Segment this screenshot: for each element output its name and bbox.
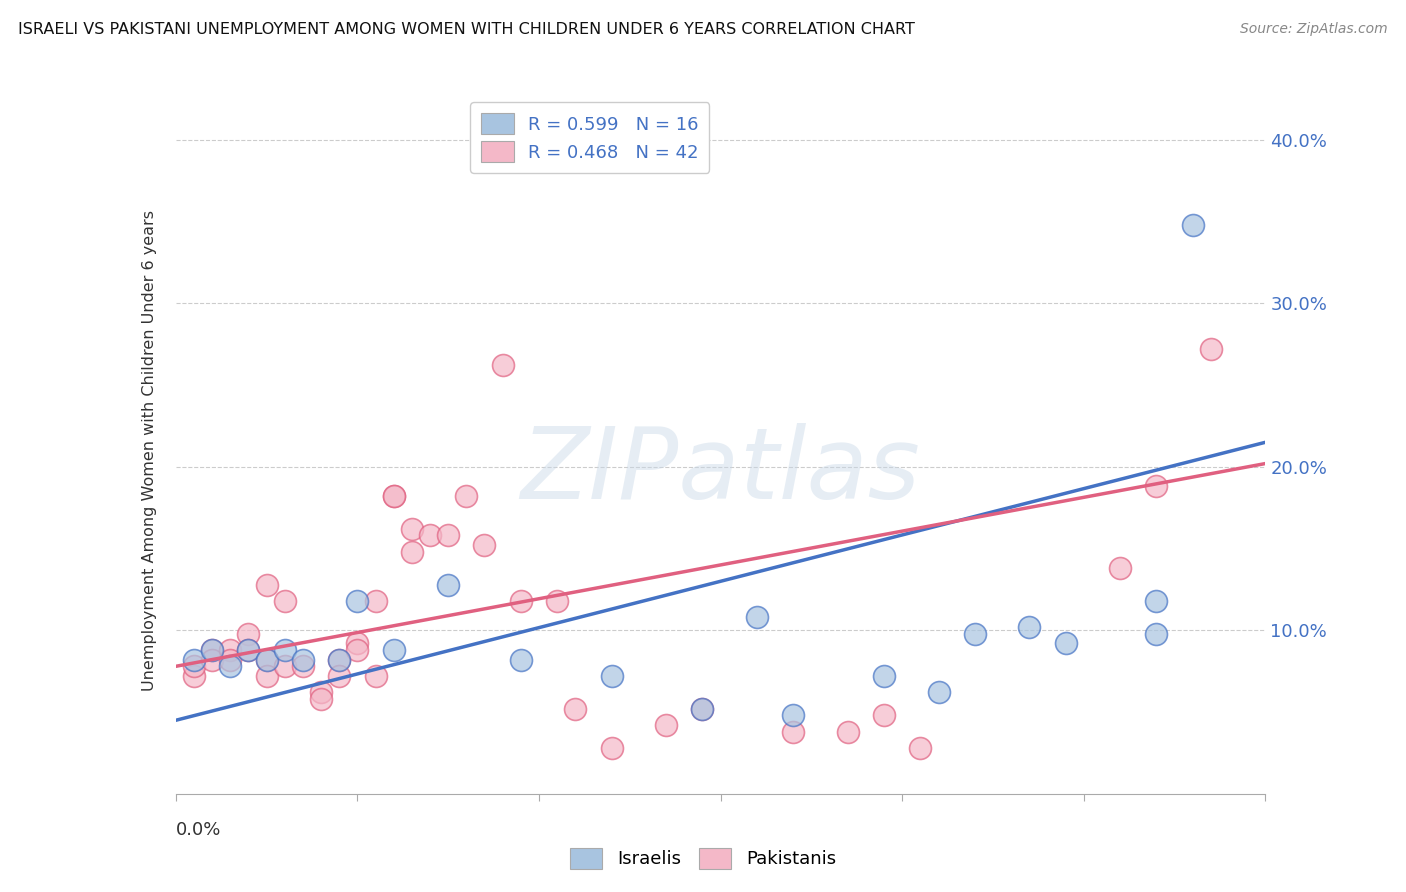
Legend: Israelis, Pakistanis: Israelis, Pakistanis bbox=[562, 840, 844, 876]
Point bbox=[346, 594, 368, 608]
Point bbox=[238, 626, 260, 640]
Point bbox=[546, 594, 568, 608]
Point bbox=[309, 685, 332, 699]
Point bbox=[910, 741, 932, 756]
Point bbox=[456, 489, 478, 503]
Point bbox=[873, 708, 896, 723]
Point bbox=[219, 659, 242, 673]
Point bbox=[328, 669, 350, 683]
Point bbox=[837, 724, 859, 739]
Point bbox=[364, 669, 387, 683]
Point bbox=[401, 522, 423, 536]
Point bbox=[437, 528, 460, 542]
Point bbox=[564, 702, 586, 716]
Point bbox=[873, 669, 896, 683]
Point bbox=[183, 653, 205, 667]
Point bbox=[309, 692, 332, 706]
Point bbox=[274, 659, 297, 673]
Point bbox=[291, 659, 314, 673]
Point bbox=[745, 610, 768, 624]
Point bbox=[1146, 594, 1168, 608]
Point bbox=[256, 653, 278, 667]
Legend: R = 0.599   N = 16, R = 0.468   N = 42: R = 0.599 N = 16, R = 0.468 N = 42 bbox=[470, 103, 710, 173]
Point bbox=[382, 489, 405, 503]
Point bbox=[600, 669, 623, 683]
Point bbox=[1181, 218, 1204, 232]
Point bbox=[183, 659, 205, 673]
Point bbox=[382, 643, 405, 657]
Point bbox=[219, 653, 242, 667]
Point bbox=[474, 538, 496, 552]
Point bbox=[328, 653, 350, 667]
Point bbox=[782, 708, 804, 723]
Point bbox=[382, 489, 405, 503]
Point bbox=[1054, 636, 1077, 650]
Point bbox=[364, 594, 387, 608]
Text: ISRAELI VS PAKISTANI UNEMPLOYMENT AMONG WOMEN WITH CHILDREN UNDER 6 YEARS CORREL: ISRAELI VS PAKISTANI UNEMPLOYMENT AMONG … bbox=[18, 22, 915, 37]
Point bbox=[256, 577, 278, 591]
Point bbox=[238, 643, 260, 657]
Point bbox=[509, 653, 531, 667]
Point bbox=[274, 643, 297, 657]
Point bbox=[492, 359, 515, 373]
Point bbox=[274, 594, 297, 608]
Point bbox=[183, 669, 205, 683]
Point bbox=[201, 653, 224, 667]
Text: Source: ZipAtlas.com: Source: ZipAtlas.com bbox=[1240, 22, 1388, 37]
Text: ZIPatlas: ZIPatlas bbox=[520, 423, 921, 519]
Point bbox=[692, 702, 714, 716]
Point bbox=[291, 653, 314, 667]
Point bbox=[1109, 561, 1132, 575]
Point bbox=[346, 643, 368, 657]
Point bbox=[963, 626, 986, 640]
Point bbox=[655, 718, 678, 732]
Point bbox=[692, 702, 714, 716]
Point bbox=[419, 528, 441, 542]
Point bbox=[1146, 626, 1168, 640]
Point bbox=[509, 594, 531, 608]
Point bbox=[1146, 479, 1168, 493]
Point bbox=[328, 653, 350, 667]
Point bbox=[437, 577, 460, 591]
Point bbox=[219, 643, 242, 657]
Point bbox=[201, 643, 224, 657]
Point bbox=[256, 653, 278, 667]
Point bbox=[201, 643, 224, 657]
Point bbox=[782, 724, 804, 739]
Point bbox=[600, 741, 623, 756]
Point bbox=[238, 643, 260, 657]
Point bbox=[928, 685, 950, 699]
Point bbox=[401, 545, 423, 559]
Point bbox=[256, 669, 278, 683]
Point bbox=[1199, 342, 1222, 356]
Point bbox=[346, 636, 368, 650]
Text: 0.0%: 0.0% bbox=[176, 822, 221, 839]
Point bbox=[1018, 620, 1040, 634]
Y-axis label: Unemployment Among Women with Children Under 6 years: Unemployment Among Women with Children U… bbox=[142, 210, 157, 691]
